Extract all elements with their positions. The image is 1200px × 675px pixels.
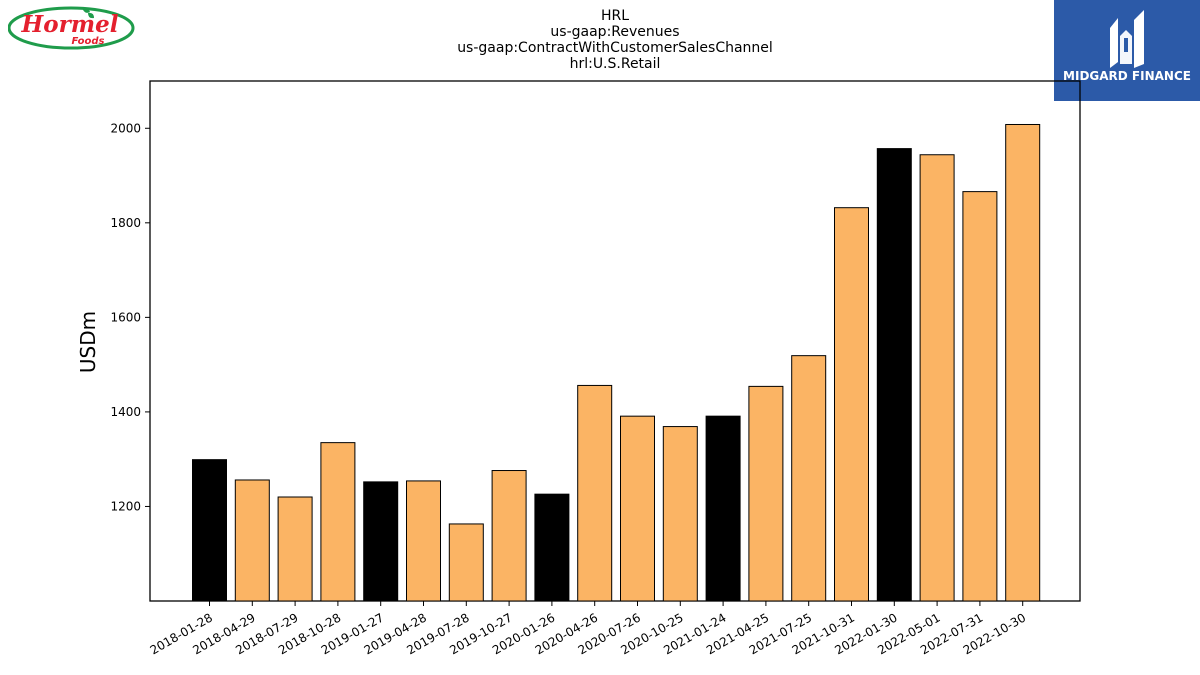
bar-2022-05-01	[919, 154, 955, 602]
y-tick-label: 1400	[110, 405, 141, 419]
midgard-finance-logo: MIDGARD FINANCE	[1054, 0, 1200, 101]
bar-2022-07-31	[962, 191, 998, 602]
bars-group	[192, 123, 1041, 602]
bar-2021-10-31	[834, 207, 869, 602]
svg-text:Hormel: Hormel	[21, 11, 119, 38]
bar-2019-10-27	[491, 470, 527, 602]
y-axis: 1200 1400 1600 1800 2000	[110, 121, 150, 513]
chart-title-line-2: us-gaap:Revenues	[550, 24, 680, 40]
chart-title-line-4: hrl:U.S.Retail	[569, 56, 661, 72]
y-tick-label: 1600	[110, 310, 141, 324]
bar-2021-04-25	[748, 385, 784, 602]
bar-2018-01-28	[192, 459, 227, 602]
plot-area-frame	[149, 80, 1081, 602]
bar-2020-04-26	[577, 384, 613, 602]
bar-2020-07-26	[620, 415, 655, 602]
bar-2021-01-24	[705, 415, 741, 602]
midgard-logo-text: MIDGARD FINANCE	[1063, 69, 1191, 83]
y-tick-label: 1200	[110, 499, 141, 513]
svg-text:Foods: Foods	[72, 36, 105, 47]
chart-title-line-1: HRL	[600, 8, 630, 24]
bar-2018-07-29	[277, 496, 313, 602]
chart-title-line-3: us-gaap:ContractWithCustomerSalesChannel	[457, 40, 773, 56]
bar-2018-10-28	[320, 442, 356, 602]
x-axis: 2018-01-282018-04-292018-07-292018-10-28…	[148, 601, 1028, 657]
bar-2019-07-28	[448, 523, 484, 602]
bar-2019-01-27	[363, 481, 399, 602]
bar-2021-07-25	[791, 355, 827, 602]
bar-2018-04-29	[234, 479, 270, 602]
bar-2022-10-30	[1005, 123, 1041, 602]
hormel-logo: Hormel Foods	[7, 5, 136, 51]
y-tick-label: 2000	[110, 121, 141, 135]
y-tick-label: 1800	[110, 216, 141, 230]
bar-2022-01-30	[876, 148, 912, 602]
bar-2020-01-26	[534, 493, 570, 602]
bar-2019-04-28	[406, 480, 441, 602]
bar-2020-10-25	[662, 426, 698, 602]
